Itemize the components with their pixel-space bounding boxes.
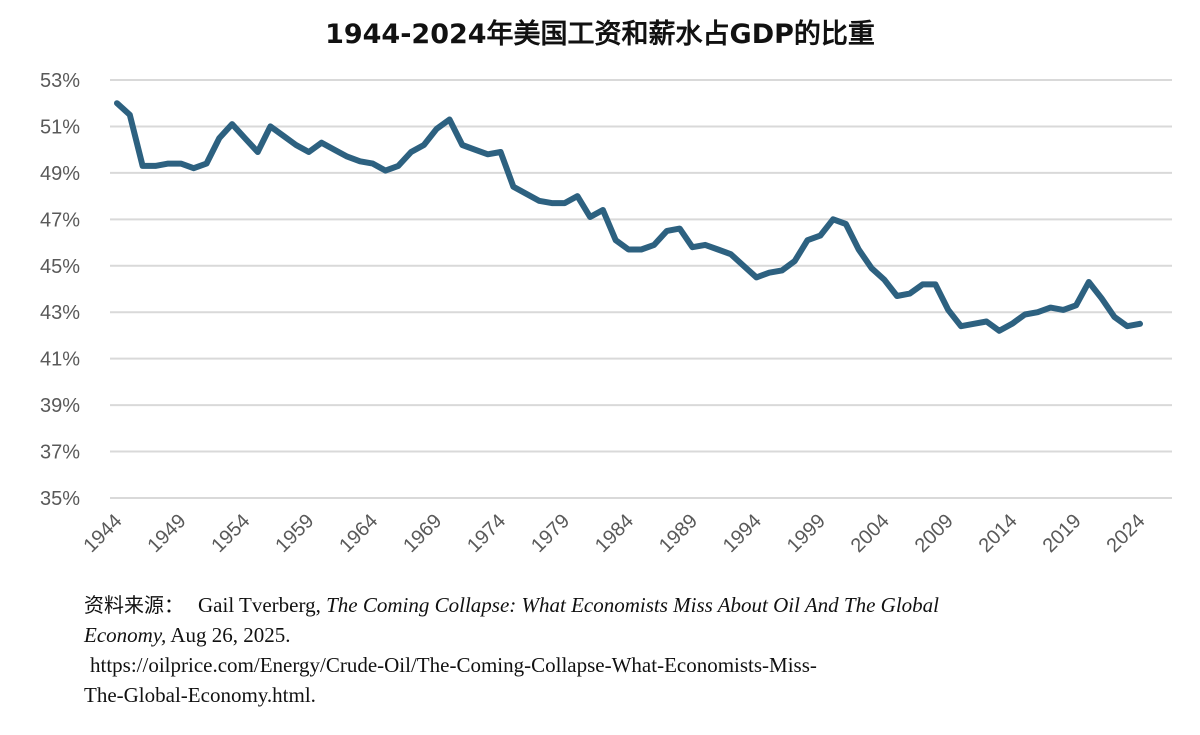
source-date: Aug 26, 2025. (170, 623, 291, 647)
x-tick-label: 1989 (655, 510, 702, 557)
x-tick-label: 1969 (399, 510, 446, 557)
x-tick-label: 1994 (719, 510, 766, 557)
source-author: Gail Tverberg, (198, 593, 321, 617)
x-tick-label: 1979 (527, 510, 574, 557)
x-tick-label: 1949 (143, 510, 190, 557)
source-url-cont[interactable]: The-Global-Economy.html. (84, 683, 316, 707)
x-tick-label: 2014 (975, 510, 1022, 557)
y-tick-label: 39% (40, 395, 80, 417)
y-tick-label: 43% (40, 302, 80, 324)
y-tick-label: 37% (40, 442, 80, 464)
x-tick-label: 1954 (207, 510, 254, 557)
gridlines (110, 79, 1172, 499)
x-tick-label: 1999 (783, 510, 830, 557)
x-tick-label: 2024 (1103, 510, 1150, 557)
y-tick-label: 49% (40, 163, 80, 185)
source-title-cont: Economy, (84, 623, 167, 647)
x-tick-label: 1964 (335, 510, 382, 557)
x-tick-labels: 1944 1949 1954 1959 1964 1969 1974 1979 1984 1989… (80, 510, 1150, 557)
series-group (114, 100, 1143, 334)
y-tick-label: 45% (40, 256, 80, 278)
x-tick-label: 1974 (463, 510, 510, 557)
x-tick-label: 2004 (847, 510, 894, 557)
y-tick-label: 41% (40, 349, 80, 371)
chart-title: 1944-2024年美国工资和薪水占GDP的比重 (325, 19, 875, 50)
x-tick-label: 1959 (271, 510, 318, 557)
series-line (114, 100, 1143, 334)
y-tick-label: 51% (40, 116, 80, 138)
y-tick-label: 35% (40, 488, 80, 510)
line-chart: 35%37%39%41%43%45%47%49%51%53% 1944 1949 1… (40, 70, 1172, 557)
source-label: 资料来源： (84, 593, 184, 617)
x-tick-label: 2019 (1039, 510, 1086, 557)
source-citation: 资料来源： Gail Tverberg, The Coming Collapse:… (84, 590, 1174, 710)
y-tick-label: 53% (40, 70, 80, 92)
source-url[interactable]: https://oilprice.com/Energy/Crude-Oil/Th… (90, 653, 817, 677)
x-tick-label: 1944 (80, 510, 127, 557)
y-tick-labels: 35% 37% 39% 41% 43% 45% 47% 49% 51% 53% (40, 70, 80, 510)
y-tick-label: 47% (40, 209, 80, 231)
x-tick-label: 1984 (591, 510, 638, 557)
source-title: The Coming Collapse: What Economists Mis… (326, 593, 940, 617)
x-tick-label: 2009 (911, 510, 958, 557)
